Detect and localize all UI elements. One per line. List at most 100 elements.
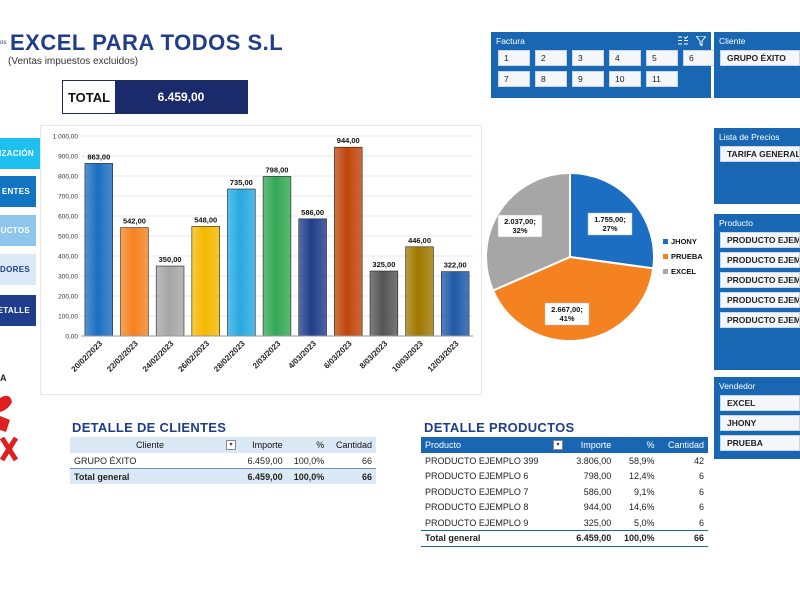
factura-item[interactable]: 5	[646, 50, 678, 66]
bar-value-label: 548,00	[194, 215, 217, 224]
y-tick-label: 300,00	[58, 274, 78, 281]
table-cell: 42	[693, 455, 704, 466]
filter-dropdown-icon[interactable]: ▾	[226, 440, 236, 450]
slicer-cliente: Cliente GRUPO ÉXITO	[714, 32, 800, 98]
bar-26/02/2023[interactable]	[191, 226, 220, 337]
side-nav-button[interactable]: ENTES	[0, 176, 36, 207]
legend-label-prueba: PRUEBA	[671, 252, 703, 261]
y-tick-label: 500,00	[58, 234, 78, 241]
bar-22/02/2023[interactable]	[120, 227, 149, 337]
products-section-title: DETALLE PRODUCTOS	[424, 420, 575, 435]
slicer-item-cliente[interactable]: GRUPO ÉXITO	[720, 50, 800, 66]
total-value: 6.459,00	[115, 81, 247, 113]
bar-20/02/2023[interactable]	[84, 163, 114, 337]
table-row: GRUPO ÉXITO 6.459,00 100,0% 66	[70, 453, 376, 469]
factura-item[interactable]: 3	[572, 50, 604, 66]
cell-cantidad: 66	[361, 455, 372, 466]
bar-4/03/2023[interactable]	[298, 218, 327, 337]
x-tick-label: 24/02/2023	[141, 339, 176, 374]
table-cell: 100,0%	[615, 530, 659, 547]
y-tick-label: 400,00	[58, 254, 78, 261]
table-cell: 6	[698, 502, 704, 513]
y-tick-label: 800,00	[58, 174, 78, 181]
factura-item[interactable]: 2	[535, 50, 567, 66]
bar-28/02/2023[interactable]	[227, 188, 256, 337]
bar-12/03/2023[interactable]	[440, 271, 470, 337]
factura-item[interactable]: 6	[683, 50, 715, 66]
side-nav-button[interactable]: DORES	[0, 254, 36, 285]
side-nav-button[interactable]: ALIZACIÓN	[0, 138, 40, 169]
factura-item[interactable]: 10	[609, 71, 641, 87]
clients-header-cliente[interactable]: Cliente ▾	[70, 437, 240, 453]
factura-item[interactable]: 7	[498, 71, 530, 87]
legend-swatch	[663, 269, 668, 274]
bar-value-label: 322,00	[444, 261, 467, 270]
slicer-item-producto[interactable]: PRODUCTO EJEMPLO 399	[720, 232, 800, 248]
slicer-item-lista_precios[interactable]: TARIFA GENERAL	[720, 146, 800, 162]
slicer-item-producto[interactable]: PRODUCTO EJEMPLO 9	[720, 312, 800, 328]
slicer-item-vendedor[interactable]: JHONY	[720, 415, 800, 431]
bar-2/03/2023[interactable]	[262, 176, 292, 337]
bar-6/03/2023[interactable]	[334, 146, 363, 337]
table-cell: 3.806,00	[576, 455, 612, 466]
factura-item[interactable]: 11	[646, 71, 678, 87]
slicer-lista-precios: Lista de Precios TARIFA GENERAL	[714, 128, 800, 204]
total-row: Total general 6.459,00 100,0% 66	[421, 530, 708, 547]
y-tick-label: 600,00	[58, 214, 78, 221]
slicer-vendedor-title: Vendedor	[719, 381, 756, 391]
table-cell: 325,00	[583, 517, 612, 528]
factura-item[interactable]: 1	[498, 50, 530, 66]
cell-importe: 6.459,00	[247, 455, 283, 466]
slicer-item-producto[interactable]: PRODUCTO EJEMPLO 8	[720, 292, 800, 308]
products-header-importe: Importe	[567, 437, 616, 453]
slicer-producto-title: Producto	[719, 218, 754, 228]
slicer-producto: Producto PRODUCTO EJEMPLO 399 PRODUCTO EJ…	[714, 214, 800, 370]
bar-value-label: 798,00	[266, 165, 289, 174]
total-row: Total general 6.459,00 100,0% 66	[70, 468, 376, 484]
products-header-producto[interactable]: Producto ▾	[421, 437, 567, 453]
bar-24/02/2023[interactable]	[155, 265, 185, 337]
factura-items: 1 2 3 4 5 6 7 8 9 10 11	[491, 50, 715, 87]
page-title: EXCEL PARA TODOS S.L	[10, 30, 284, 55]
x-tick-label: 12/03/2023	[426, 339, 461, 374]
pie-slice-prueba[interactable]	[491, 255, 655, 342]
filter-dropdown-icon[interactable]: ▾	[553, 440, 563, 450]
y-tick-label: 0,00	[65, 334, 78, 341]
pie-label-box	[497, 214, 543, 238]
slicer-item-vendedor[interactable]: PRUEBA	[720, 435, 800, 451]
products-header-pct: %	[615, 437, 659, 453]
multi-select-icon[interactable]	[678, 36, 688, 45]
table-cell: 5,0%	[634, 517, 655, 528]
legend-label-jhony: JHONY	[671, 237, 697, 246]
side-nav-button[interactable]: DUCTOS	[0, 215, 36, 246]
clear-filter-icon[interactable]	[696, 36, 706, 46]
bar-8/03/2023[interactable]	[369, 270, 399, 337]
factura-item[interactable]: 9	[572, 71, 604, 87]
pie-label-box	[587, 212, 633, 236]
clients-header-pct: %	[286, 437, 329, 453]
bar-value-label: 325,00	[372, 260, 395, 269]
bar-value-label: 586,00	[301, 208, 324, 217]
bar-10/03/2023[interactable]	[405, 246, 434, 337]
factura-item[interactable]: 4	[609, 50, 641, 66]
factura-item[interactable]: 8	[535, 71, 567, 87]
table-cell: 6	[698, 486, 704, 497]
y-tick-label: 100,00	[58, 314, 78, 321]
pie-pct-label: 27%	[602, 224, 617, 233]
side-nav-button[interactable]: DETALLE	[0, 295, 36, 326]
x-tick-label: 2/03/2023	[251, 339, 283, 371]
y-tick-label: 200,00	[58, 294, 78, 301]
slicer-item-vendedor[interactable]: EXCEL	[720, 395, 800, 411]
table-row: PRODUCTO EJEMPLO 6 798,00 12,4% 6	[421, 469, 708, 485]
table-cell: PRODUCTO EJEMPLO 9	[425, 517, 529, 528]
clients-table: Cliente ▾ Importe % Cantidad GRUPO ÉXITO…	[70, 437, 376, 484]
table-cell: 6	[698, 517, 704, 528]
legend-label-excel: EXCEL	[671, 267, 696, 276]
bar-value-label: 944,00	[337, 136, 360, 145]
slicer-item-producto[interactable]: PRODUCTO EJEMPLO 6	[720, 252, 800, 268]
table-cell: 66	[658, 530, 708, 547]
x-tick-label: 10/03/2023	[390, 339, 425, 374]
slicer-item-producto[interactable]: PRODUCTO EJEMPLO 7	[720, 272, 800, 288]
sales-by-seller-pie: 1.755,00; 27% 2.667,00; 41% 2.037,00; 32% JHON…	[482, 165, 707, 350]
table-cell: 12,4%	[629, 471, 655, 482]
